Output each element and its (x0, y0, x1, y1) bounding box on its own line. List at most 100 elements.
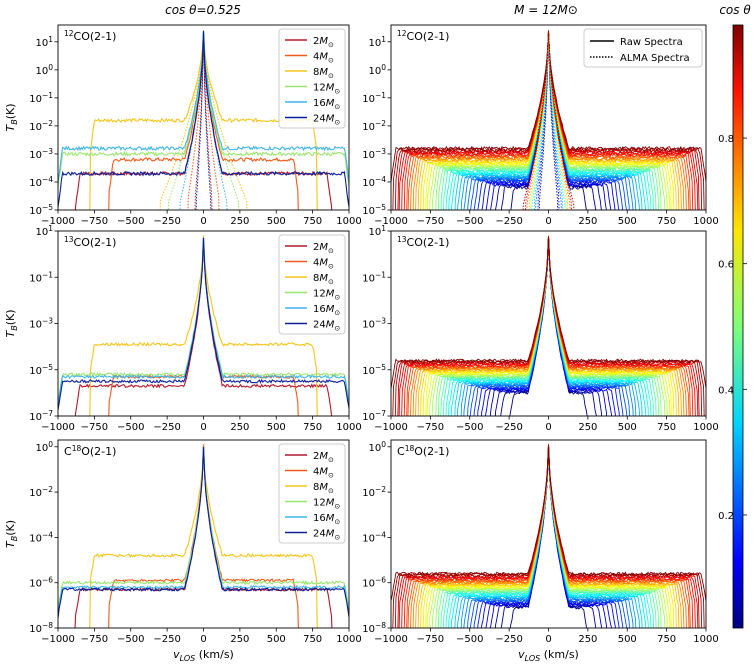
y-tick-label: 101 (35, 35, 53, 49)
y-axis-label: TB(K) (4, 103, 19, 131)
x-tick-label: −250 (153, 634, 180, 645)
y-tick-label: 10−2 (29, 119, 53, 133)
plot-area (58, 235, 349, 416)
x-tick-label: 1000 (693, 422, 718, 433)
colorbar-tick-label: 0.4 (718, 385, 734, 396)
x-tick-label: 0 (200, 216, 206, 227)
y-tick-label: 10−1 (29, 270, 53, 284)
legend-entry: Raw Spectra (620, 37, 683, 48)
legend-entry: ALMA Spectra (620, 53, 690, 64)
y-tick-label: 10−2 (29, 485, 53, 499)
molecule-label: 13CO(2-1) (64, 235, 116, 249)
cos-theta-curve (437, 445, 660, 628)
x-tick-label: 500 (618, 216, 637, 227)
alma-curve (522, 31, 575, 210)
molecule-label: 12CO(2-1) (397, 29, 449, 43)
legend-entry: 4M⊙ (313, 258, 334, 271)
x-tick-label: 750 (657, 634, 676, 645)
molecule-label: C18O(2-1) (64, 444, 116, 458)
molecule-label: C18O(2-1) (397, 444, 449, 458)
y-tick-label: 10−2 (362, 485, 386, 499)
legend-entry: 16M⊙ (313, 304, 340, 317)
legend-entry: 24M⊙ (313, 529, 340, 542)
y-tick-label: 101 (368, 224, 386, 238)
x-tick-label: 1000 (336, 216, 361, 227)
x-tick-label: 500 (267, 422, 286, 433)
x-tick-label: 1000 (693, 216, 718, 227)
plot-area (58, 444, 349, 628)
x-tick-label: 750 (303, 422, 322, 433)
colorbar (732, 24, 744, 629)
series-line-24M⊙ (58, 30, 349, 207)
cos-theta-curve (391, 446, 706, 602)
series-line-12M⊙ (58, 446, 349, 610)
colorbar-tick-label: 0.2 (718, 511, 734, 522)
legend-entry: 2M⊙ (313, 242, 334, 255)
panel-top-left: −1000 −750 −500 −250 0 250 500 750 1000 10−5 10−4 1… (4, 24, 362, 227)
y-tick-label: 10−7 (29, 409, 53, 423)
y-tick-label: 10−4 (362, 175, 386, 189)
y-tick-label: 10−5 (362, 363, 386, 377)
y-tick-label: 10−3 (362, 317, 386, 331)
y-tick-label: 10−7 (362, 409, 386, 423)
x-tick-label: 500 (618, 422, 637, 433)
x-tick-label: −250 (495, 634, 522, 645)
y-tick-label: 101 (35, 224, 53, 238)
x-tick-label: −500 (456, 422, 483, 433)
series-line-24M⊙ (58, 237, 349, 411)
legend-entry: 16M⊙ (313, 98, 340, 111)
x-tick-label: −250 (153, 216, 180, 227)
x-tick-label: −750 (417, 634, 444, 645)
plot-area (58, 30, 349, 210)
y-tick-label: 10−5 (29, 363, 53, 377)
x-tick-label: −1000 (374, 634, 408, 645)
x-tick-label: 0 (545, 634, 551, 645)
x-tick-label: 0 (545, 216, 551, 227)
y-tick-label: 10−1 (362, 270, 386, 284)
cos-theta-curve (437, 236, 660, 416)
y-tick-label: 10−6 (362, 576, 386, 590)
x-tick-label: −750 (81, 634, 108, 645)
y-tick-label: 100 (368, 440, 386, 454)
x-tick-label: 750 (303, 216, 322, 227)
y-tick-label: 10−5 (362, 203, 386, 217)
molecule-label: 13CO(2-1) (397, 235, 449, 249)
x-tick-label: −500 (117, 422, 144, 433)
colorbar-label: cos θ (719, 3, 751, 17)
x-tick-label: −500 (117, 634, 144, 645)
x-tick-label: −1000 (41, 634, 75, 645)
y-tick-label: 10−1 (29, 91, 53, 105)
plot-area (391, 30, 706, 210)
series-line-8M⊙ (89, 235, 318, 416)
y-tick-label: 10−8 (362, 621, 386, 635)
x-tick-label: 250 (230, 422, 249, 433)
x-tick-label: 0 (200, 634, 206, 645)
x-tick-label: 250 (230, 634, 249, 645)
colorbar-tick-label: 0.8 (718, 134, 734, 145)
x-tick-label: 0 (200, 422, 206, 433)
x-tick-label: −750 (417, 422, 444, 433)
legend-entry: 2M⊙ (313, 36, 334, 49)
series-line-16M⊙ (58, 237, 349, 405)
x-tick-label: −500 (456, 634, 483, 645)
legend-entry: 4M⊙ (313, 467, 334, 480)
x-tick-label: 250 (230, 216, 249, 227)
cos-theta-curve (391, 236, 706, 389)
y-tick-label: 10−4 (29, 530, 53, 544)
x-tick-label: −500 (117, 216, 144, 227)
legend: Raw Spectra ALMA Spectra (583, 28, 703, 68)
x-tick-label: −1000 (374, 216, 408, 227)
x-tick-label: 750 (657, 216, 676, 227)
y-tick-label: 10−3 (29, 317, 53, 331)
y-axis-label: TB(K) (4, 520, 19, 548)
x-tick-label: −1000 (41, 216, 75, 227)
x-tick-label: 500 (267, 634, 286, 645)
x-tick-label: −750 (81, 422, 108, 433)
cos-theta-curve (397, 236, 700, 416)
colorbar-tick-label: 0.6 (718, 260, 734, 271)
x-tick-label: −250 (495, 422, 522, 433)
y-tick-label: 10−5 (29, 203, 53, 217)
x-tick-label: −500 (456, 216, 483, 227)
y-tick-label: 10−3 (362, 147, 386, 161)
